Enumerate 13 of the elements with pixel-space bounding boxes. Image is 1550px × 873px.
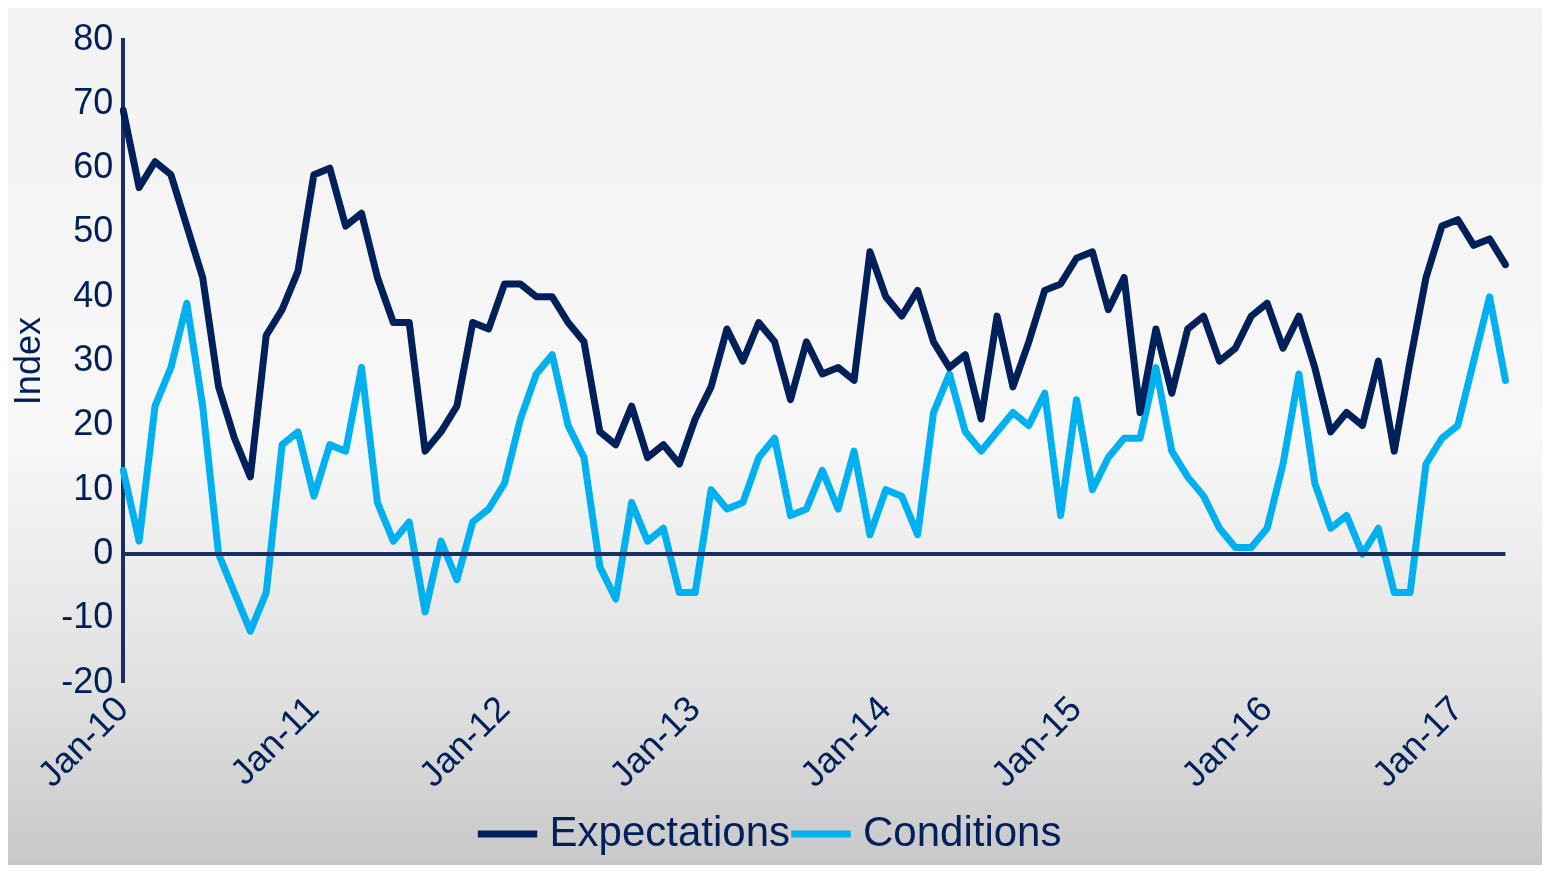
- y-tick-label: 60: [73, 145, 114, 187]
- y-tick-label: 10: [73, 466, 114, 508]
- y-tick-label: 0: [93, 530, 114, 572]
- y-tick-label: 50: [73, 209, 114, 251]
- y-tick-label: 80: [73, 16, 114, 58]
- y-tick-label: 20: [73, 402, 114, 444]
- y-tick-label: 30: [73, 338, 114, 380]
- y-axis-title: Index: [6, 317, 48, 406]
- y-tick-label: 70: [73, 80, 114, 122]
- y-tick-label: 40: [73, 273, 114, 315]
- legend-label: Expectations: [549, 807, 791, 855]
- legend-label: Conditions: [863, 807, 1062, 855]
- y-tick-label: -10: [61, 595, 114, 637]
